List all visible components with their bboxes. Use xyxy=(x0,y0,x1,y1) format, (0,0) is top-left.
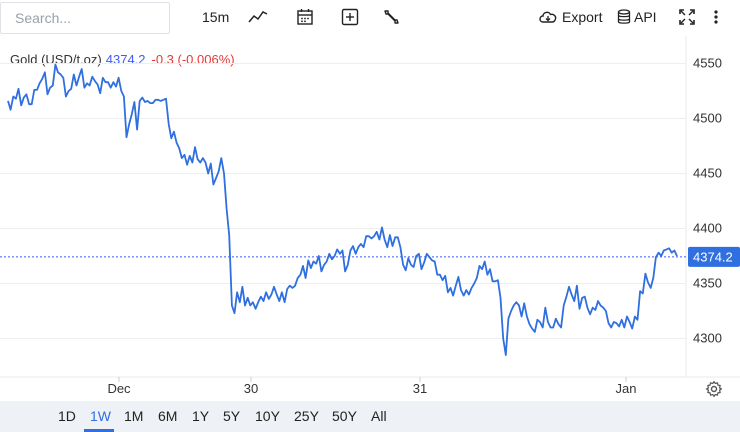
api-label: API xyxy=(634,9,657,25)
database-icon xyxy=(617,9,631,24)
line-chart-icon[interactable] xyxy=(248,6,268,28)
range-25y[interactable]: 25Y xyxy=(294,408,319,424)
range-50y[interactable]: 50Y xyxy=(332,408,357,424)
range-1w[interactable]: 1W xyxy=(90,408,111,424)
range-1y[interactable]: 1Y xyxy=(192,408,210,424)
export-label: Export xyxy=(562,9,603,25)
api-button[interactable]: API xyxy=(617,6,657,28)
range-10y[interactable]: 10Y xyxy=(255,408,280,424)
interval-button[interactable]: 15m xyxy=(202,6,229,28)
wrench-icon[interactable] xyxy=(382,6,400,28)
last-price-label: 4374.2 xyxy=(688,246,740,267)
last-price-badge xyxy=(688,246,740,267)
search-box[interactable] xyxy=(0,2,170,34)
x-tick-label: 31 xyxy=(413,381,427,396)
fullscreen-icon[interactable] xyxy=(678,6,696,28)
range-1d[interactable]: 1D xyxy=(58,408,76,424)
more-icon[interactable] xyxy=(712,6,720,28)
range-bar: 1D 1W 1M 6M 1Y 5Y 10Y 25Y 50Y All xyxy=(0,401,740,432)
range-5y[interactable]: 5Y xyxy=(223,408,241,424)
y-tick-label: 4450 xyxy=(693,166,722,181)
price-chart[interactable]: 4550 4500 4450 4400 4350 4300 Dec 30 31 Jan 4374… xyxy=(0,36,740,401)
active-range-underline xyxy=(84,429,114,432)
range-all[interactable]: All xyxy=(371,408,387,424)
x-tick-label: 30 xyxy=(244,381,258,396)
export-button[interactable]: Export xyxy=(538,6,602,28)
last-price-text: 4374.2 xyxy=(693,249,733,264)
y-tick-label: 4350 xyxy=(693,276,722,291)
settings-gear-icon[interactable] xyxy=(705,380,723,403)
grid xyxy=(0,63,686,339)
y-tick-label: 4400 xyxy=(693,221,722,236)
y-axis: 4550 4500 4450 4400 4350 4300 xyxy=(693,56,722,346)
y-tick-label: 4550 xyxy=(693,56,722,71)
interval-label: 15m xyxy=(202,9,230,25)
y-tick-label: 4300 xyxy=(693,331,722,346)
x-tick-label: Dec xyxy=(107,381,131,396)
x-tick-label: Jan xyxy=(616,381,637,396)
price-series-line xyxy=(7,63,678,356)
calendar-icon[interactable] xyxy=(296,6,314,28)
toolbar: 15m Export API xyxy=(0,0,740,36)
search-input[interactable] xyxy=(1,3,169,33)
x-axis: Dec 30 31 Jan xyxy=(107,377,636,396)
cloud-download-icon xyxy=(539,11,557,23)
range-1m[interactable]: 1M xyxy=(124,408,144,424)
add-compare-icon[interactable] xyxy=(341,6,359,28)
range-6m[interactable]: 6M xyxy=(158,408,178,424)
y-tick-label: 4500 xyxy=(693,111,722,126)
